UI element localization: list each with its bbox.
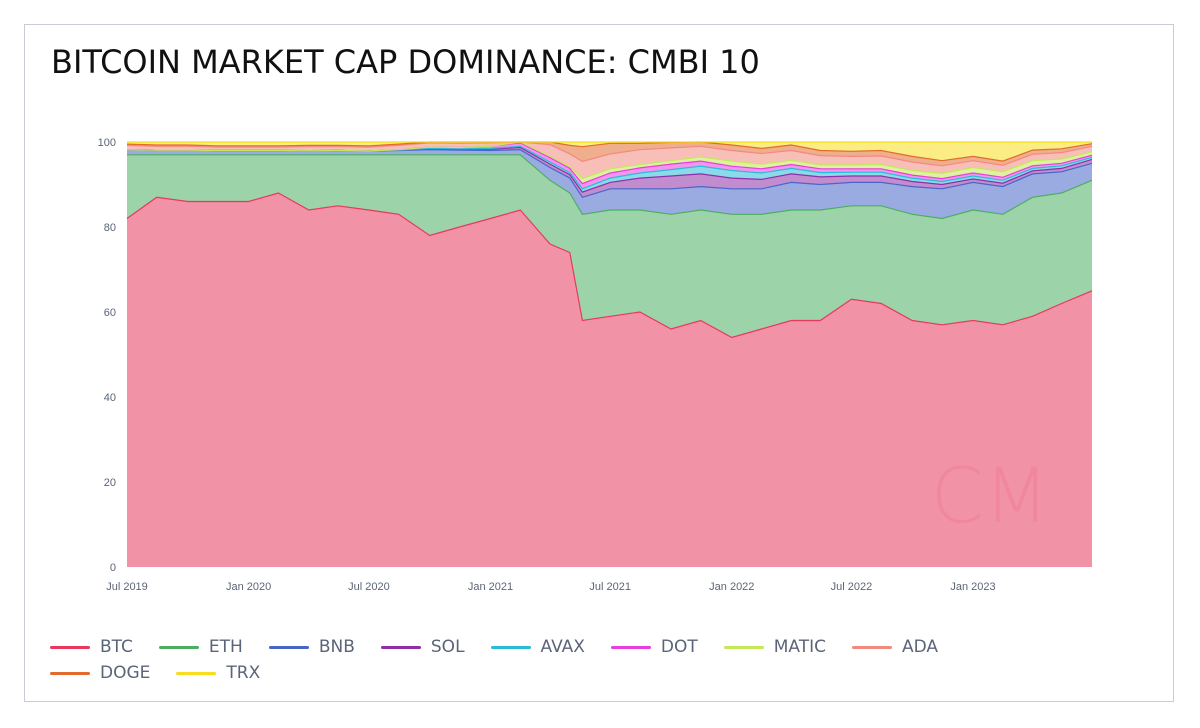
legend-swatch <box>723 645 764 649</box>
x-tick-label: Jul 2021 <box>589 581 631 593</box>
y-tick-label: 40 <box>104 392 116 404</box>
legend-swatch <box>380 645 421 649</box>
legend-swatch <box>852 645 893 649</box>
line-eth <box>127 154 1093 220</box>
legend-swatch <box>158 645 199 649</box>
legend-swatch <box>490 645 531 649</box>
chart-title: BITCOIN MARKET CAP DOMINANCE: CMBI 10 <box>51 43 760 81</box>
legend-label: ETH <box>208 637 243 657</box>
area-sol <box>127 147 1092 198</box>
lines-layer <box>126 141 1093 339</box>
y-tick-label: 60 <box>104 307 116 319</box>
legend-label: BTC <box>100 637 133 657</box>
watermark-logo: CM <box>931 451 1050 540</box>
areas-layer <box>127 142 1092 567</box>
legend-swatch <box>268 645 309 649</box>
legend-swatch <box>50 645 90 649</box>
x-tick-label: Jan 2021 <box>468 581 513 593</box>
legend-swatch <box>50 671 90 675</box>
line-matic <box>126 141 1093 180</box>
area-bnb <box>127 149 1092 219</box>
legend-item-avax[interactable]: AVAX <box>490 636 585 658</box>
legend-item-bnb[interactable]: BNB <box>268 636 355 658</box>
line-doge <box>126 141 1093 162</box>
legend-item-matic[interactable]: MATIC <box>723 636 827 658</box>
x-tick-label: Jul 2020 <box>348 581 390 593</box>
y-tick-label: 20 <box>104 477 116 489</box>
y-tick-label: 100 <box>98 137 116 149</box>
legend-label: ADA <box>902 637 939 657</box>
axis-layer: 0 20 40 60 80 100 Jul 2019 Jan 2020 Jul 2020 Jan … <box>98 137 996 593</box>
legend-label: BNB <box>318 637 355 657</box>
legend-label: TRX <box>226 663 261 683</box>
legend-item-eth[interactable]: ETH <box>158 636 243 658</box>
legend-item-trx[interactable]: TRX <box>176 662 260 684</box>
legend-swatch <box>610 645 651 649</box>
legend-item-ada[interactable]: ADA <box>852 636 938 658</box>
chart-legend: BTC ETH BNB SOL AVAX DOT MATIC ADA DOGE TRX <box>50 636 1050 684</box>
legend-item-doge[interactable]: DOGE <box>50 662 150 684</box>
legend-label: DOGE <box>100 663 151 683</box>
x-tick-label: Jan 2023 <box>950 581 995 593</box>
legend-label: AVAX <box>540 637 585 657</box>
line-btc <box>126 192 1093 339</box>
area-btc <box>127 193 1092 567</box>
x-tick-label: Jan 2022 <box>709 581 754 593</box>
legend-label: SOL <box>430 637 465 657</box>
line-ada <box>126 141 1093 167</box>
area-ada <box>127 142 1092 179</box>
legend-label: MATIC <box>773 637 827 657</box>
x-tick-label: Jul 2022 <box>831 581 873 593</box>
x-tick-label: Jul 2019 <box>106 581 148 593</box>
legend-item-btc[interactable]: BTC <box>50 636 133 658</box>
legend-label: DOT <box>660 637 698 657</box>
legend-item-dot[interactable]: DOT <box>610 636 698 658</box>
y-tick-label: 80 <box>104 222 116 234</box>
legend-item-sol[interactable]: SOL <box>380 636 465 658</box>
area-eth <box>127 154 1092 338</box>
legend-swatch <box>176 671 217 675</box>
y-tick-label: 0 <box>110 562 116 574</box>
area-trx <box>127 142 1092 162</box>
x-tick-label: Jan 2020 <box>226 581 271 593</box>
